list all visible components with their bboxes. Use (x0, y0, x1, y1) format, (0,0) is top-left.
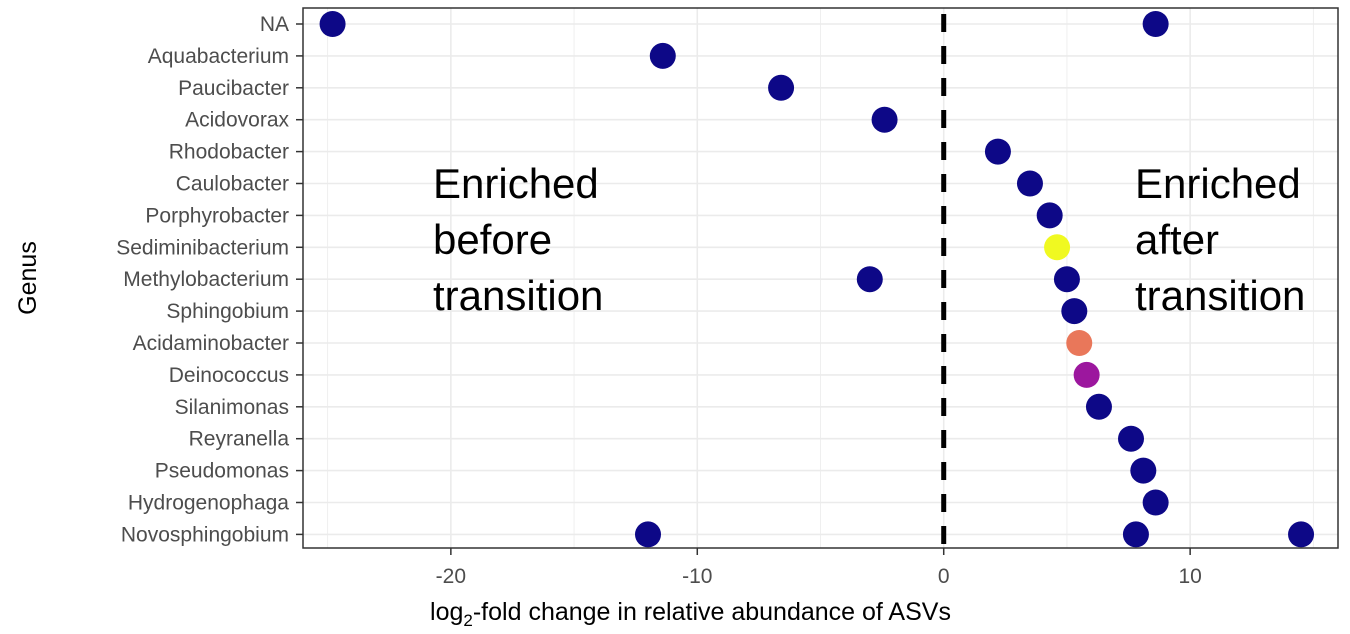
x-axis-title: log2-fold change in relative abundance o… (430, 598, 951, 630)
data-point-sediminibacterium (1044, 234, 1071, 261)
annotation-line: Enriched (1135, 160, 1301, 207)
data-point-novosphingobium (635, 521, 661, 548)
annotation-layer: Enriched before transition Enriched after tra… (433, 160, 1305, 319)
y-tick-label: Novosphingobium (121, 523, 289, 546)
annotation-line: transition (1135, 272, 1305, 319)
y-tick-label: Sediminibacterium (116, 236, 289, 259)
annotation-line: transition (433, 272, 603, 319)
y-tick-label: Hydrogenophaga (128, 492, 289, 515)
panel-border (302, 7, 1339, 549)
y-tick-label: Porphyrobacter (145, 204, 289, 227)
data-point-novosphingobium (1288, 521, 1315, 548)
y-tick-label: Acidovorax (185, 109, 289, 132)
x-tick-label: -20 (436, 565, 466, 588)
y-tick-label: Pseudomonas (155, 460, 289, 483)
data-point-na (319, 11, 346, 37)
x-tick-label: 10 (1178, 565, 1201, 588)
axes: NA Aquabacterium Paucibacter Acidovorax Rhod… (116, 13, 1202, 588)
annotation-line: before (433, 216, 552, 263)
data-point-porphyrobacter (1036, 202, 1063, 229)
x-tick-label: -10 (682, 565, 712, 588)
y-tick-label: Sphingobium (166, 300, 289, 323)
data-points (319, 11, 1315, 548)
data-point-rhodobacter (984, 138, 1011, 165)
y-tick-label: Caulobacter (176, 173, 289, 196)
data-point-paucibacter (768, 74, 795, 101)
data-point-pseudomonas (1130, 457, 1157, 484)
y-tick-label: Deinococcus (169, 364, 289, 387)
y-tick-label: Acidaminobacter (133, 332, 289, 355)
data-point-methylobacterium (856, 266, 883, 293)
y-tick-label: Methylobacterium (123, 268, 289, 291)
data-point-novosphingobium (1122, 521, 1149, 548)
y-tick-label: Silanimonas (175, 396, 289, 419)
data-point-deinococcus (1073, 361, 1100, 388)
data-point-methylobacterium (1053, 266, 1080, 293)
y-tick-label: Paucibacter (178, 77, 289, 100)
data-point-na (1142, 11, 1169, 37)
annotation-line: Enriched (433, 160, 599, 207)
annotation-line: after (1135, 216, 1219, 263)
y-tick-label: Aquabacterium (148, 45, 289, 68)
annotation-after: Enriched after transition (1135, 160, 1305, 319)
data-point-reyranella (1118, 425, 1144, 452)
data-point-acidovorax (871, 106, 898, 133)
grid-lines (303, 8, 1338, 548)
y-axis-title: Genus (14, 241, 42, 315)
data-point-sphingobium (1061, 298, 1088, 325)
x-tick-label: 0 (938, 565, 950, 588)
data-point-aquabacterium (649, 42, 676, 69)
data-point-caulobacter (1016, 170, 1043, 197)
data-point-silanimonas (1085, 393, 1112, 420)
annotation-before: Enriched before transition (433, 160, 603, 319)
y-tick-label: Reyranella (189, 428, 290, 451)
data-point-hydrogenophaga (1142, 489, 1169, 516)
y-tick-label: NA (260, 13, 289, 36)
y-tick-label: Rhodobacter (169, 141, 289, 164)
data-point-acidaminobacter (1066, 330, 1093, 356)
